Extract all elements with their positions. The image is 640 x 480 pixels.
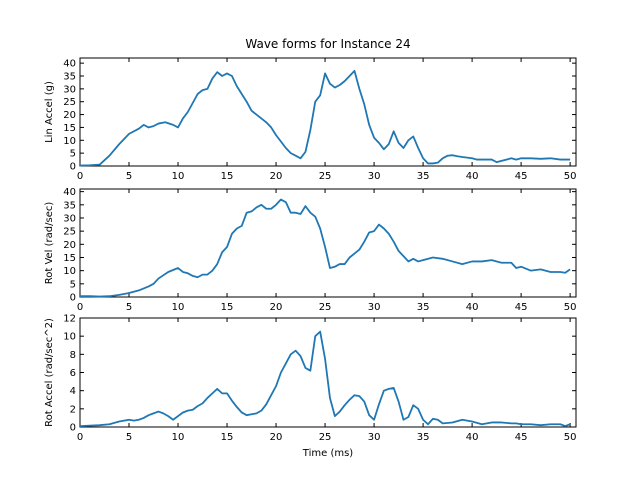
x-tick-label: 45 <box>515 171 528 182</box>
y-axis-label: Lin Accel (g) <box>44 81 55 143</box>
y-tick-label: 15 <box>63 253 76 264</box>
x-tick-label: 30 <box>368 432 381 443</box>
y-tick-label: 0 <box>70 293 76 304</box>
y-tick-label: 30 <box>63 213 76 224</box>
x-tick-label: 5 <box>126 302 132 313</box>
x-axis-label: Time (ms) <box>302 448 354 459</box>
data-line <box>79 69 571 167</box>
y-tick-label: 35 <box>63 72 76 83</box>
chart-title: Wave forms for Instance 24 <box>245 37 410 51</box>
y-tick-label: 10 <box>63 136 76 147</box>
y-tick-label: 2 <box>70 404 76 415</box>
x-tick-label: 25 <box>319 171 332 182</box>
y-tick-label: 20 <box>63 110 76 121</box>
x-tick-label: 10 <box>172 171 185 182</box>
y-tick-label: 35 <box>63 200 76 211</box>
y-tick-label: 4 <box>70 386 76 397</box>
x-tick-label: 15 <box>221 171 234 182</box>
x-tick-label: 30 <box>368 171 381 182</box>
x-tick-label: 50 <box>564 171 577 182</box>
y-tick-label: 20 <box>63 240 76 251</box>
y-tick-label: 8 <box>70 350 76 361</box>
x-tick-label: 25 <box>319 432 332 443</box>
x-tick-label: 0 <box>77 302 83 313</box>
data-line <box>79 330 571 427</box>
x-tick-label: 25 <box>319 302 332 313</box>
x-tick-label: 35 <box>417 302 430 313</box>
y-tick-label: 30 <box>63 84 76 95</box>
x-tick-label: 30 <box>368 302 381 313</box>
y-axis-label: Rot Vel (rad/sec) <box>44 202 55 285</box>
axes-frame <box>79 188 577 298</box>
y-axis-label: Rot Accel (rad/sec^2) <box>44 318 55 427</box>
x-tick-label: 40 <box>466 432 479 443</box>
y-tick-label: 12 <box>63 314 76 325</box>
x-tick-label: 15 <box>221 432 234 443</box>
x-tick-label: 45 <box>515 302 528 313</box>
y-tick-label: 40 <box>63 59 76 70</box>
x-tick-label: 10 <box>172 432 185 443</box>
x-tick-label: 20 <box>270 302 283 313</box>
x-tick-label: 40 <box>466 171 479 182</box>
x-tick-label: 0 <box>77 171 83 182</box>
y-tick-label: 0 <box>70 162 76 173</box>
axes-frame <box>79 57 577 167</box>
y-tick-label: 40 <box>63 187 76 198</box>
x-tick-label: 45 <box>515 432 528 443</box>
x-tick-label: 10 <box>172 302 185 313</box>
y-tick-label: 6 <box>70 368 76 379</box>
x-tick-label: 35 <box>417 171 430 182</box>
y-tick-label: 0 <box>70 423 76 434</box>
x-tick-label: 20 <box>270 432 283 443</box>
x-tick-label: 5 <box>126 432 132 443</box>
x-tick-label: 35 <box>417 432 430 443</box>
x-tick-label: 50 <box>564 302 577 313</box>
data-line <box>80 198 571 298</box>
axes-frame <box>79 317 577 428</box>
y-tick-label: 10 <box>63 332 76 343</box>
x-tick-label: 50 <box>564 432 577 443</box>
y-tick-label: 25 <box>63 227 76 238</box>
y-tick-label: 15 <box>63 123 76 134</box>
x-tick-label: 40 <box>466 302 479 313</box>
x-tick-label: 20 <box>270 171 283 182</box>
y-tick-label: 25 <box>63 97 76 108</box>
x-tick-label: 15 <box>221 302 234 313</box>
y-tick-label: 5 <box>70 279 76 290</box>
x-tick-label: 0 <box>77 432 83 443</box>
x-tick-label: 5 <box>126 171 132 182</box>
y-tick-label: 10 <box>63 266 76 277</box>
y-tick-label: 5 <box>70 149 76 160</box>
